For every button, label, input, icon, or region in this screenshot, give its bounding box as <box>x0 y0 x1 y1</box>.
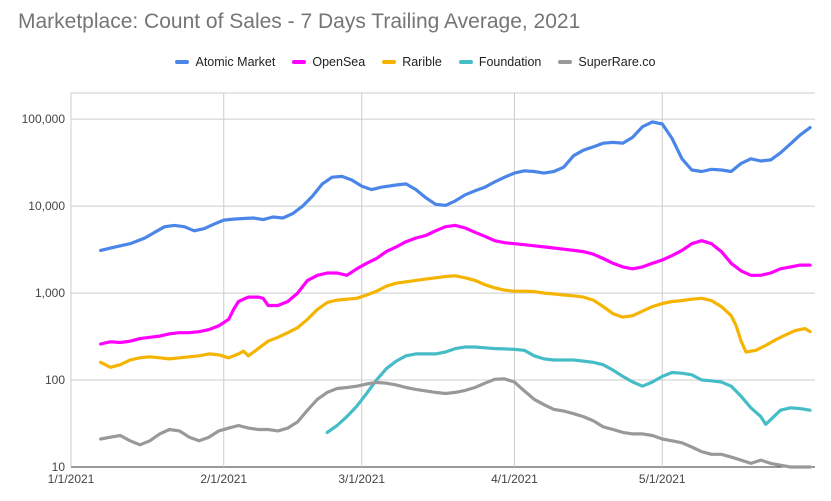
y-tick-label: 10 <box>52 460 66 474</box>
chart-title: Marketplace: Count of Sales - 7 Days Tra… <box>18 10 581 33</box>
legend-item-superrare-co: SuperRare.co <box>558 55 656 69</box>
x-tick-label: 5/1/2021 <box>639 472 686 486</box>
series-lines <box>99 120 812 469</box>
x-axis-tick-labels: 1/1/2021 2/1/2021 3/1/2021 4/1/2021 5/1/2021 <box>48 472 686 486</box>
legend-swatch <box>558 60 573 64</box>
legend-label: Foundation <box>478 55 542 69</box>
x-tick-label: 1/1/2021 <box>48 472 95 486</box>
legend-swatch <box>382 60 397 64</box>
legend-label: Rarible <box>402 55 442 69</box>
grid-lines <box>70 92 815 468</box>
y-tick-label: 10,000 <box>28 199 65 213</box>
legend-swatch <box>292 60 307 64</box>
legend: Atomic Market OpenSea Rarible Foundation Sup… <box>0 53 831 71</box>
series-line-foundation <box>325 345 812 434</box>
x-tick-label: 2/1/2021 <box>200 472 247 486</box>
legend-swatch <box>175 60 190 64</box>
legend-label: SuperRare.co <box>578 55 656 69</box>
x-tick-label: 4/1/2021 <box>491 472 538 486</box>
series-line-opensea <box>99 223 812 346</box>
legend-item-foundation: Foundation <box>458 55 542 69</box>
series-line-superrare-co <box>99 377 812 469</box>
legend-item-opensea: OpenSea <box>292 55 365 69</box>
legend-item-rarible: Rarible <box>382 55 442 69</box>
series-line-rarible <box>99 274 812 369</box>
y-axis-tick-labels: 10 100 1,000 10,000 100,000 <box>22 112 66 474</box>
x-tick-label: 3/1/2021 <box>338 472 385 486</box>
legend-label: OpenSea <box>312 55 366 69</box>
y-tick-label: 100,000 <box>22 112 66 126</box>
series-line-atomic-market <box>99 120 812 252</box>
legend-swatch <box>458 60 473 64</box>
legend-item-atomic-market: Atomic Market <box>175 55 275 69</box>
y-tick-label: 100 <box>45 373 65 387</box>
legend-label: Atomic Market <box>195 55 276 69</box>
y-tick-label: 1,000 <box>35 286 65 300</box>
